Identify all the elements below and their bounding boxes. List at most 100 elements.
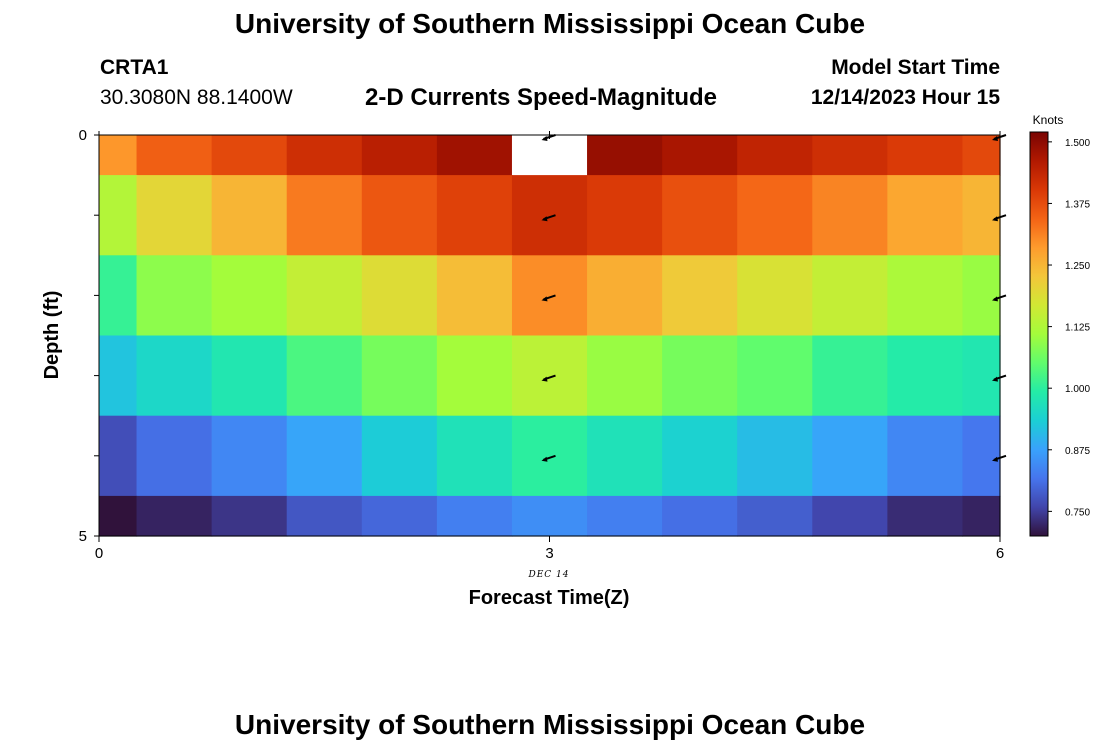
heatmap-cell bbox=[136, 495, 213, 537]
model-start-label: Model Start Time bbox=[831, 56, 1000, 79]
y-axis-title: Depth (ft) bbox=[41, 291, 63, 380]
date-label: DEC 14 bbox=[528, 570, 570, 580]
heatmap-cell bbox=[99, 415, 138, 497]
heatmap-cell bbox=[436, 335, 513, 417]
heatmap-cell bbox=[286, 335, 363, 417]
colorbar-tick-label: 1.000 bbox=[1065, 384, 1090, 395]
heatmap-cell bbox=[361, 255, 438, 337]
heatmap-cell bbox=[136, 135, 213, 176]
heatmap-cell bbox=[211, 135, 288, 176]
heatmap-cell bbox=[887, 495, 964, 537]
colorbar bbox=[1029, 131, 1049, 537]
heatmap-cell bbox=[99, 175, 138, 256]
station-coordinates: 30.3080N 88.1400W bbox=[100, 86, 293, 109]
current-arrows bbox=[541, 134, 1007, 462]
heatmap-cell bbox=[286, 255, 363, 337]
heatmap-cell bbox=[587, 255, 663, 337]
current-arrow bbox=[541, 374, 556, 382]
heatmap-cell bbox=[662, 175, 738, 256]
heatmap-cell bbox=[587, 135, 663, 176]
heatmap-cell bbox=[737, 135, 813, 176]
heatmap-cell bbox=[812, 175, 888, 256]
heatmap-cell bbox=[286, 135, 363, 176]
y-axis-ticks: 05 bbox=[79, 127, 99, 545]
heatmap-cell bbox=[361, 175, 438, 256]
current-arrow bbox=[541, 294, 556, 302]
heatmap-cell bbox=[962, 135, 1001, 176]
heatmap-cell bbox=[887, 335, 964, 417]
heatmap-cell bbox=[587, 335, 663, 417]
heatmap-cell bbox=[737, 495, 813, 537]
colorbar-ticks: 0.750 0.875 1.000 1.125 1.250 1.375 1.500 bbox=[1048, 138, 1090, 518]
heatmap-cell bbox=[511, 135, 588, 176]
heatmap-cell bbox=[211, 335, 288, 417]
x-tick-label: 0 bbox=[95, 545, 103, 562]
current-arrow bbox=[541, 214, 556, 222]
heatmap-cell bbox=[662, 255, 738, 337]
heatmap-cell bbox=[99, 495, 138, 537]
heatmap-cell bbox=[436, 135, 513, 176]
x-tick-label: 6 bbox=[996, 545, 1004, 562]
y-tick-label: 0 bbox=[79, 127, 87, 144]
colorbar-tick-label: 1.500 bbox=[1065, 138, 1090, 149]
heatmap-cell bbox=[361, 495, 438, 537]
heatmap-cell bbox=[511, 255, 588, 337]
heatmap-cell bbox=[587, 415, 663, 497]
page-title: University of Southern Mississippi Ocean… bbox=[234, 8, 866, 39]
footer-title: University of Southern Mississippi Ocean… bbox=[234, 709, 866, 740]
heatmap-cell bbox=[511, 415, 588, 497]
colorbar-tick-label: 1.250 bbox=[1065, 261, 1090, 272]
heatmap-cell bbox=[361, 135, 438, 176]
heatmap-cell bbox=[812, 255, 888, 337]
heatmap-cell bbox=[887, 415, 964, 497]
heatmap-cell bbox=[361, 335, 438, 417]
heatmap-cell bbox=[436, 495, 513, 537]
heatmap-cell bbox=[286, 175, 363, 256]
heatmap-cell bbox=[361, 415, 438, 497]
heatmap-cell bbox=[662, 415, 738, 497]
heatmap-cell bbox=[99, 335, 138, 417]
colorbar-tick-label: 0.875 bbox=[1065, 446, 1090, 457]
heatmap-cell bbox=[136, 175, 213, 256]
heatmap-cell bbox=[962, 335, 1001, 417]
station-id: CRTA1 bbox=[100, 56, 169, 79]
heatmap-cell bbox=[99, 255, 138, 337]
chart-subtitle: 2-D Currents Speed-Magnitude bbox=[365, 84, 718, 111]
heatmap-cell bbox=[436, 255, 513, 337]
heatmap-cell bbox=[211, 495, 288, 537]
heatmap-cell bbox=[962, 255, 1001, 337]
heatmap-cells bbox=[99, 135, 1001, 537]
heatmap-cell bbox=[812, 135, 888, 176]
heatmap-cell bbox=[887, 255, 964, 337]
heatmap-cell bbox=[436, 175, 513, 256]
heatmap-cell bbox=[211, 415, 288, 497]
heatmap-cell bbox=[211, 175, 288, 256]
heatmap-cell bbox=[511, 175, 588, 256]
heatmap-cell bbox=[887, 175, 964, 256]
model-start-time: 12/14/2023 Hour 15 bbox=[810, 86, 1000, 109]
heatmap-cell bbox=[662, 135, 738, 176]
heatmap-cell bbox=[99, 135, 138, 176]
heatmap-cell bbox=[587, 175, 663, 256]
heatmap-cell bbox=[737, 335, 813, 417]
heatmap-cell bbox=[587, 495, 663, 537]
colorbar-tick-label: 1.125 bbox=[1065, 323, 1090, 334]
heatmap-cell bbox=[511, 335, 588, 417]
colorbar-unit: Knots bbox=[1033, 113, 1064, 127]
x-tick-label: 3 bbox=[545, 545, 553, 562]
heatmap-cell bbox=[962, 175, 1001, 256]
x-axis-title: Forecast Time(Z) bbox=[469, 587, 630, 609]
y-tick-label: 5 bbox=[79, 528, 87, 545]
heatmap-cell bbox=[812, 335, 888, 417]
current-arrow bbox=[541, 454, 556, 462]
x-axis-ticks: 0 3 6 bbox=[95, 131, 1004, 562]
heatmap-cell bbox=[136, 415, 213, 497]
heatmap-cell bbox=[812, 495, 888, 537]
heatmap-cell bbox=[662, 335, 738, 417]
heatmap-cell bbox=[812, 415, 888, 497]
heatmap-cell bbox=[136, 335, 213, 417]
heatmap-cell bbox=[436, 415, 513, 497]
heatmap-cell bbox=[737, 255, 813, 337]
heatmap-cell bbox=[286, 495, 363, 537]
